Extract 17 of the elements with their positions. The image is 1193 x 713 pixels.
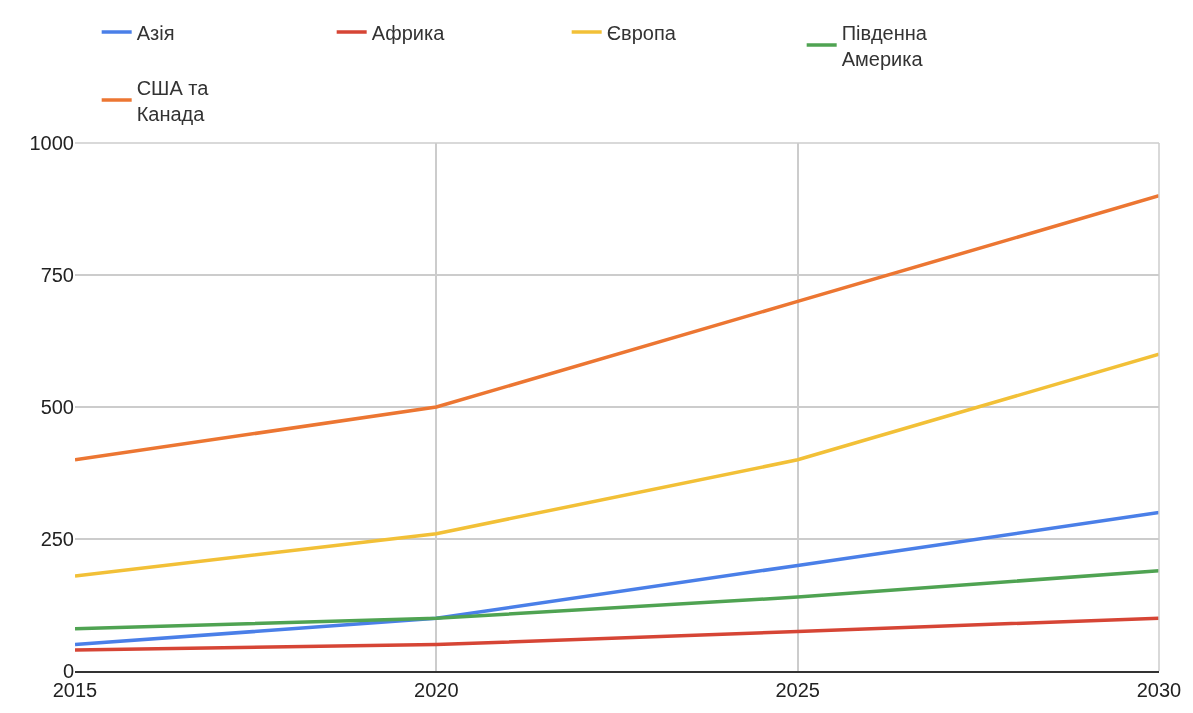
legend-label: Європа — [606, 21, 677, 44]
line-series — [75, 352, 1159, 578]
line-series — [75, 568, 1159, 631]
y-tick-label: 750 — [40, 264, 74, 286]
y-tick-label: 500 — [40, 396, 74, 418]
x-tick-label: 2025 — [775, 678, 820, 701]
legend-label: США та Канада — [136, 76, 210, 125]
legend-label: Африка — [371, 21, 446, 44]
line-series — [75, 194, 1159, 462]
x-tick-label: 2030 — [1136, 678, 1182, 701]
y-tick-label: 250 — [40, 528, 74, 550]
line-series — [75, 510, 1159, 647]
x-tick-label: 2020 — [414, 678, 459, 701]
line-series — [75, 616, 1159, 652]
legend-label: Південна Америка — [841, 21, 928, 70]
y-tick-label: 1000 — [29, 132, 74, 154]
legend-label: Азія — [136, 21, 175, 44]
